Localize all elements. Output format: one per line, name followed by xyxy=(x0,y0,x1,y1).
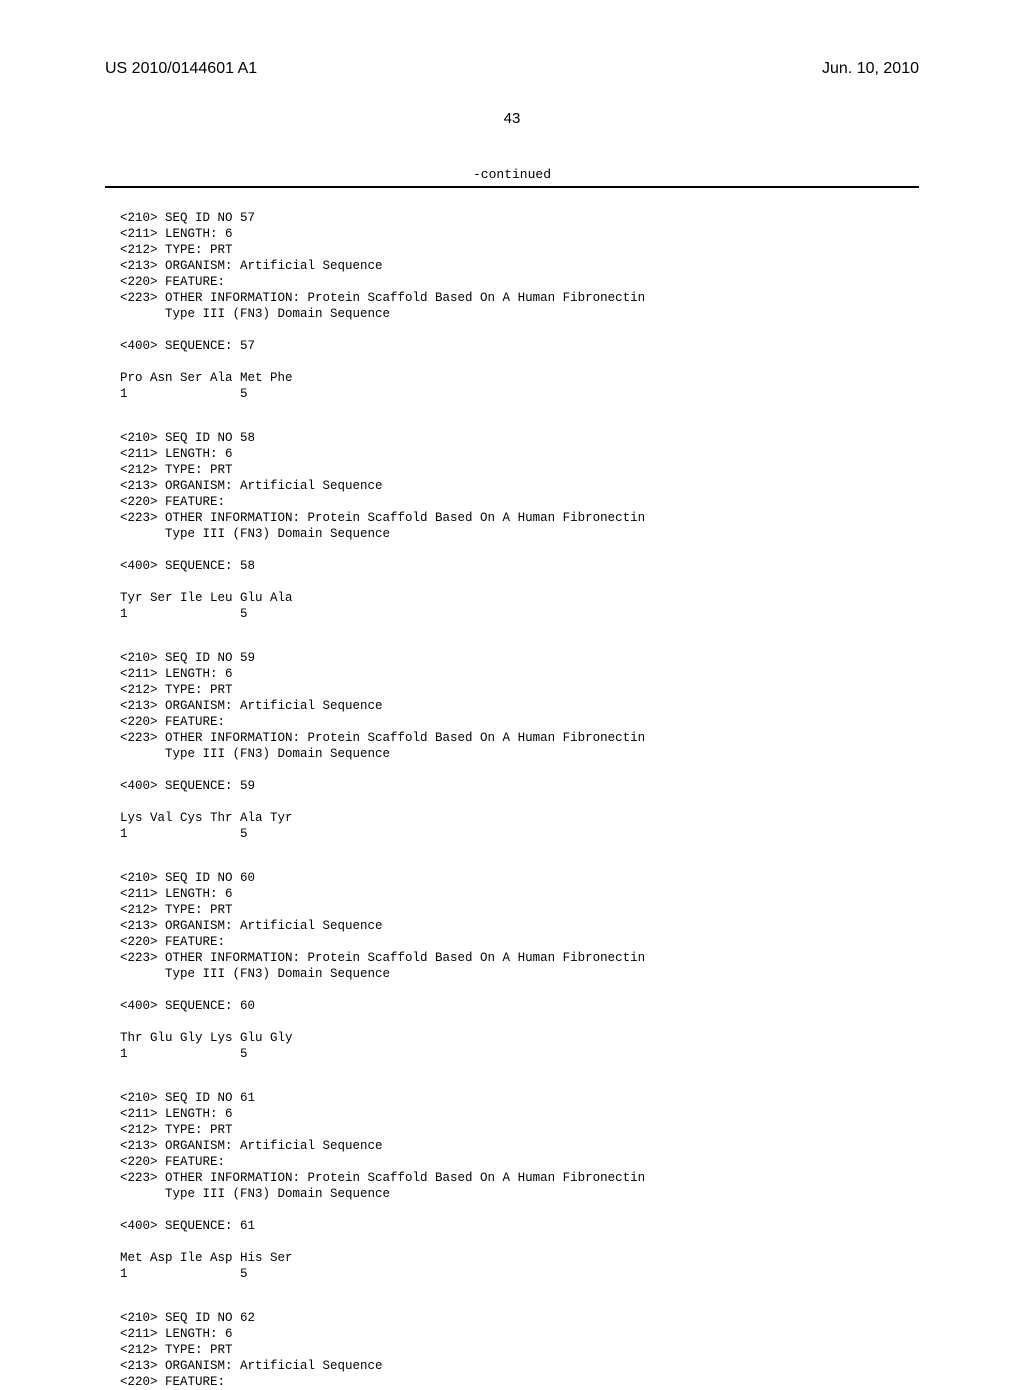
publication-number: US 2010/0144601 A1 xyxy=(105,60,257,78)
continued-label: -continued xyxy=(105,167,919,182)
sequence-block: <210> SEQ ID NO 60 <211> LENGTH: 6 <212>… xyxy=(120,870,904,1062)
page-number: 43 xyxy=(105,110,919,127)
divider-line xyxy=(105,186,919,188)
page-header: US 2010/0144601 A1 Jun. 10, 2010 xyxy=(105,60,919,78)
sequence-block: <210> SEQ ID NO 57 <211> LENGTH: 6 <212>… xyxy=(120,210,904,402)
sequence-block: <210> SEQ ID NO 62 <211> LENGTH: 6 <212>… xyxy=(120,1310,904,1390)
sequence-block: <210> SEQ ID NO 59 <211> LENGTH: 6 <212>… xyxy=(120,650,904,842)
sequence-block: <210> SEQ ID NO 58 <211> LENGTH: 6 <212>… xyxy=(120,430,904,622)
sequence-listing: <210> SEQ ID NO 57 <211> LENGTH: 6 <212>… xyxy=(105,210,919,1390)
sequence-block: <210> SEQ ID NO 61 <211> LENGTH: 6 <212>… xyxy=(120,1090,904,1282)
publication-date: Jun. 10, 2010 xyxy=(822,60,919,78)
